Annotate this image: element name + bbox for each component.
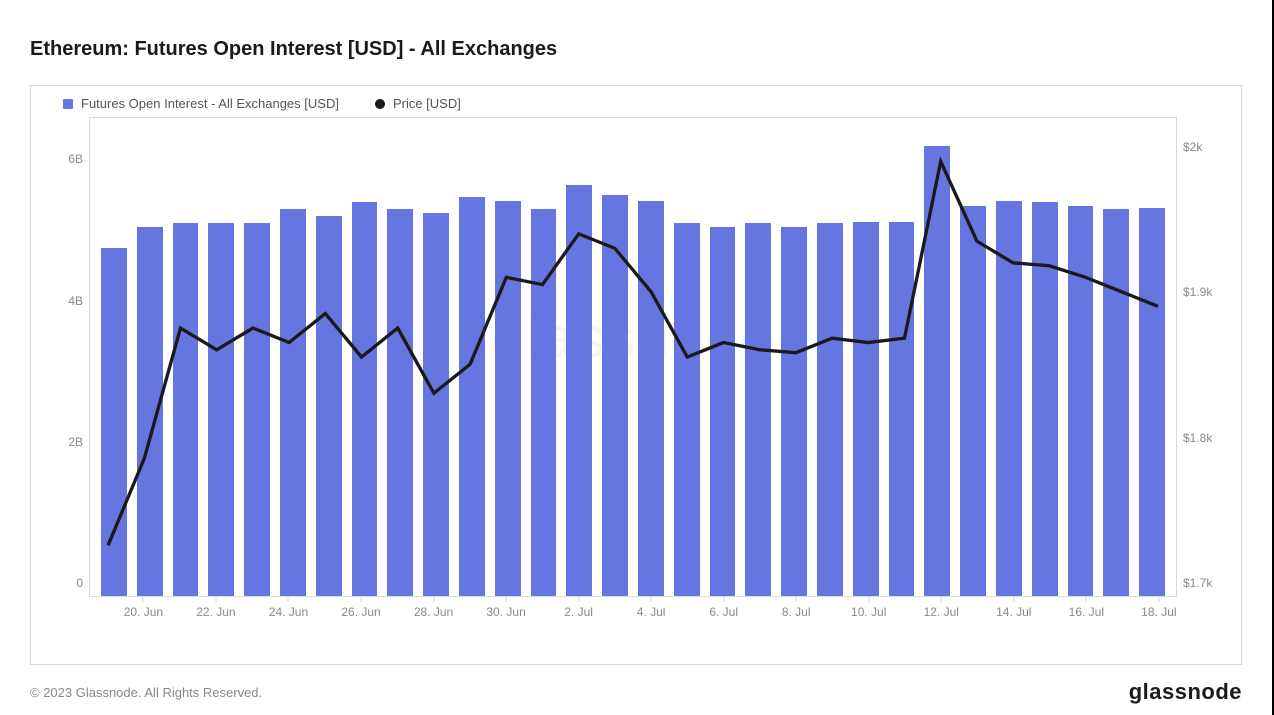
x-tickmark — [143, 597, 144, 602]
x-tickmark — [1086, 597, 1087, 602]
x-tick-label: 10. Jul — [851, 605, 886, 619]
price-line[interactable] — [108, 161, 1158, 545]
legend-item-line[interactable]: Price [USD] — [375, 96, 461, 111]
x-tickmark — [433, 597, 434, 602]
x-tick-label: 24. Jun — [269, 605, 308, 619]
x-tickmark — [796, 597, 797, 602]
y-right-tick: $2k — [1177, 140, 1223, 154]
x-tick-label: 28. Jun — [414, 605, 453, 619]
x-tick-label: 12. Jul — [924, 605, 959, 619]
y-left-tick: 6B — [49, 152, 89, 166]
line-swatch-icon — [375, 99, 385, 109]
y-axis-right: $1.7k $1.8k $1.9k $2k — [1177, 117, 1223, 627]
y-left-tick: 4B — [49, 294, 89, 308]
bar-swatch-icon — [63, 99, 73, 109]
x-tickmark — [1013, 597, 1014, 602]
x-tickmark — [1158, 597, 1159, 602]
y-left-tick: 2B — [49, 435, 89, 449]
x-tick-label: 20. Jun — [124, 605, 163, 619]
plot-wrap: 02B4B6B glassnode 20. Jun22. Jun24. Jun2… — [49, 117, 1223, 627]
brand-logo[interactable]: glassnode — [1129, 679, 1242, 705]
x-tickmark — [651, 597, 652, 602]
x-tick-label: 26. Jun — [341, 605, 380, 619]
x-tickmark — [215, 597, 216, 602]
x-tick-label: 18. Jul — [1141, 605, 1176, 619]
y-axis-left: 0 2B 4B 6B — [49, 117, 89, 627]
x-tickmark — [941, 597, 942, 602]
x-tickmark — [506, 597, 507, 602]
legend-bar-label: Futures Open Interest - All Exchanges [U… — [81, 96, 339, 111]
x-tick-label: 8. Jul — [782, 605, 811, 619]
legend-line-label: Price [USD] — [393, 96, 461, 111]
x-tick-label: 6. Jul — [709, 605, 738, 619]
x-tick-label: 14. Jul — [996, 605, 1031, 619]
x-tickmark — [288, 597, 289, 602]
chart-frame: Futures Open Interest - All Exchanges [U… — [30, 85, 1242, 665]
y-right-tick: $1.7k — [1177, 576, 1223, 590]
y-right-tick: $1.8k — [1177, 431, 1223, 445]
x-axis: 20. Jun 22. Jun 24. Jun 26. Jun 28. Jun 30. J… — [89, 597, 1177, 627]
copyright-text: © 2023 Glassnode. All Rights Reserved. — [30, 685, 262, 700]
x-tickmark — [578, 597, 579, 602]
x-tick-label: 2. Jul — [564, 605, 593, 619]
legend-item-bar[interactable]: Futures Open Interest - All Exchanges [U… — [63, 96, 339, 111]
plot: glassnode 20. Jun 22. Jun 24. Jun 26. Jun 28… — [89, 117, 1177, 627]
y-right-tick: $1.9k — [1177, 285, 1223, 299]
x-tickmark — [868, 597, 869, 602]
footer: © 2023 Glassnode. All Rights Reserved. g… — [30, 679, 1242, 705]
line-layer — [90, 118, 1176, 596]
x-tick-label: 16. Jul — [1069, 605, 1104, 619]
y-left-tick: 0 — [49, 576, 89, 590]
x-ticks: 20. Jun 22. Jun 24. Jun 26. Jun 28. Jun 30. J… — [89, 597, 1177, 627]
x-tick-label: 22. Jun — [196, 605, 235, 619]
x-tickmark — [723, 597, 724, 602]
legend: Futures Open Interest - All Exchanges [U… — [63, 96, 1223, 111]
plot-area[interactable]: glassnode — [89, 117, 1177, 597]
x-tickmark — [361, 597, 362, 602]
chart-title: Ethereum: Futures Open Interest [USD] - … — [30, 38, 1242, 61]
x-tick-label: 4. Jul — [637, 605, 666, 619]
x-tick-label: 30. Jun — [486, 605, 525, 619]
